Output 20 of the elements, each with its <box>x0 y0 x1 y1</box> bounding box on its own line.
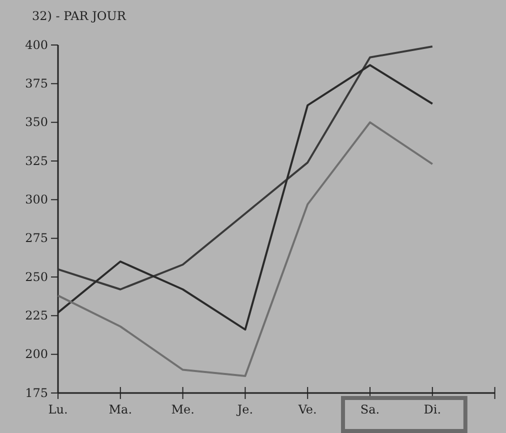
y-tick-label: 375 <box>25 76 48 91</box>
line-series <box>57 46 434 290</box>
y-tick-label: 250 <box>25 270 48 284</box>
y-tick-label: 325 <box>25 154 48 168</box>
x-tick-label: Sa. <box>360 402 380 417</box>
x-tick-label: Je. <box>235 402 254 417</box>
x-tick-label: Ma. <box>108 402 132 417</box>
y-tick-label: 275 <box>25 231 48 246</box>
line-series <box>57 121 434 377</box>
y-tick-label: 225 <box>25 308 48 323</box>
x-tick-label: Di. <box>424 402 442 417</box>
y-tick-label: 175 <box>25 386 48 400</box>
x-tick-label: Lu. <box>48 402 68 417</box>
chart-title: 32) - PAR JOUR <box>32 9 127 23</box>
y-tick-label: 350 <box>25 115 48 130</box>
y-tick-label: 400 <box>25 38 48 52</box>
x-tick-label: Me. <box>171 402 194 417</box>
y-tick-label: 300 <box>25 192 48 207</box>
y-tick-label: 200 <box>25 347 48 362</box>
x-tick-label: Ve. <box>297 402 317 417</box>
